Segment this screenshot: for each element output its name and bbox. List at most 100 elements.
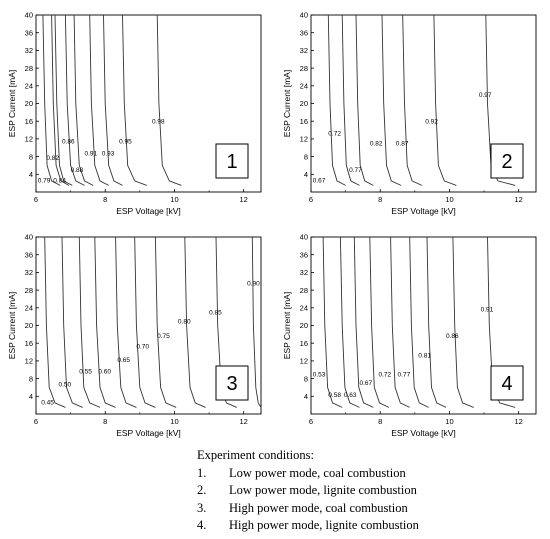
curve-label: 0.77	[398, 371, 411, 378]
curve-label: 0.84	[53, 177, 66, 184]
y-tick-label: 12	[25, 135, 33, 144]
series-curve	[134, 236, 156, 408]
series-curve	[94, 236, 116, 408]
curve-label: 0.58	[328, 392, 341, 399]
condition-text: High power mode, coal combustion	[229, 500, 408, 515]
curve-label: 0.53	[313, 371, 326, 378]
y-tick-label: 20	[300, 99, 308, 108]
series-curve	[355, 14, 374, 186]
condition-text: Low power mode, lignite combustion	[229, 483, 417, 497]
x-tick-label: 10	[445, 417, 453, 426]
y-tick-label: 20	[25, 99, 33, 108]
panel-number-box	[215, 365, 249, 401]
curve-label: 0.67	[313, 177, 326, 184]
curve-label: 0.72	[328, 130, 341, 137]
series-curve	[78, 236, 101, 408]
x-axis-title: ESP Voltage [kV]	[391, 428, 456, 438]
series-curve	[322, 236, 343, 408]
y-tick-label: 16	[25, 117, 33, 126]
chart-svg: 4 8 12 16 20 24 28 32 36 40 6 8 10 12 ESP Voltage [kV]…	[7, 233, 262, 438]
condition-item: 1. Low power mode, coal combustion	[197, 465, 537, 483]
y-tick-label: 8	[29, 374, 33, 383]
y-tick-label: 24	[25, 304, 33, 313]
series-curve	[409, 236, 429, 408]
series-curve	[341, 14, 360, 186]
curve-label: 0.80	[178, 318, 191, 325]
curve-label: 0.91	[84, 151, 97, 158]
series-curve	[154, 236, 177, 408]
curve-label: 0.97	[479, 92, 492, 99]
panel-number-box	[490, 143, 524, 179]
y-tick-label: 28	[300, 286, 308, 295]
y-tick-label: 36	[25, 250, 33, 259]
y-tick-label: 28	[300, 64, 308, 73]
series-curve	[54, 14, 73, 186]
series-curve	[73, 14, 94, 186]
curve-label: 0.60	[98, 368, 111, 375]
condition-number: 4.	[197, 518, 207, 532]
series-curve	[61, 236, 83, 408]
chart-panel-3: 4 8 12 16 20 24 28 32 36 40 6 8 10 12 ESP Voltage [kV]…	[0, 222, 275, 442]
y-tick-label: 12	[300, 135, 308, 144]
y-tick-label: 24	[300, 82, 308, 91]
y-tick-label: 8	[304, 374, 308, 383]
x-axis-title: ESP Voltage [kV]	[391, 206, 456, 216]
x-tick-label: 8	[103, 417, 107, 426]
y-tick-label: 8	[304, 152, 308, 161]
y-tick-label: 36	[300, 250, 308, 259]
x-tick-label: 6	[34, 417, 38, 426]
y-tick-label: 12	[25, 357, 33, 366]
y-tick-label: 20	[300, 321, 308, 330]
y-tick-label: 16	[300, 339, 308, 348]
curve-label: 0.93	[102, 151, 115, 158]
y-axis-title: ESP Current [mA]	[7, 70, 17, 137]
y-tick-label: 12	[300, 357, 308, 366]
x-tick-label: 6	[34, 195, 38, 204]
condition-item: 3. High power mode, coal combustion	[197, 500, 537, 518]
x-tick-label: 10	[445, 195, 453, 204]
curve-label: 0.92	[425, 118, 438, 125]
y-tick-label: 32	[300, 268, 308, 277]
panel-number: 3	[226, 373, 237, 395]
curve-label: 0.63	[344, 392, 357, 399]
y-tick-label: 4	[304, 170, 308, 179]
series-curve	[122, 14, 147, 186]
curve-label: 0.45	[41, 399, 54, 406]
series-curve	[390, 236, 410, 408]
panel-number-box	[215, 143, 249, 179]
curve-label: 0.65	[117, 357, 130, 364]
y-tick-label: 40	[300, 233, 308, 242]
y-axis-title: ESP Current [mA]	[7, 292, 17, 359]
y-tick-label: 20	[25, 321, 33, 330]
y-tick-label: 24	[300, 304, 308, 313]
series-curve	[433, 14, 457, 186]
y-tick-label: 36	[25, 28, 33, 37]
x-axis-title: ESP Voltage [kV]	[116, 428, 181, 438]
y-tick-label: 28	[25, 64, 33, 73]
x-tick-label: 10	[170, 417, 178, 426]
series-curve	[402, 14, 422, 186]
series-curve	[251, 236, 262, 408]
curve-label: 0.86	[62, 138, 75, 145]
y-axis-title: ESP Current [mA]	[282, 70, 292, 137]
panel-number: 1	[226, 151, 237, 173]
x-tick-label: 12	[240, 195, 248, 204]
y-tick-label: 28	[25, 286, 33, 295]
condition-item: 4. High power mode, lignite combustion	[197, 517, 537, 535]
y-tick-label: 32	[300, 46, 308, 55]
curve-label: 0.85	[209, 309, 222, 316]
series-curve	[44, 236, 66, 408]
curve-label: 0.88	[71, 167, 84, 174]
condition-number: 2.	[197, 483, 207, 497]
x-tick-label: 12	[240, 417, 248, 426]
experiment-conditions: Experiment conditions: 1. Low power mode…	[197, 447, 537, 535]
y-tick-label: 4	[29, 170, 33, 179]
condition-text: High power mode, lignite combustion	[229, 518, 419, 532]
condition-item: 2. Low power mode, lignite combustion	[197, 482, 537, 500]
x-tick-label: 12	[515, 417, 523, 426]
chart-panel-4: 4 8 12 16 20 24 28 32 36 40 6 8 10 12 ESP Voltage [kV]…	[275, 222, 550, 442]
condition-number: 3.	[197, 500, 207, 515]
y-tick-label: 36	[300, 28, 308, 37]
curve-label: 0.82	[370, 141, 383, 148]
series-curve	[353, 236, 374, 408]
